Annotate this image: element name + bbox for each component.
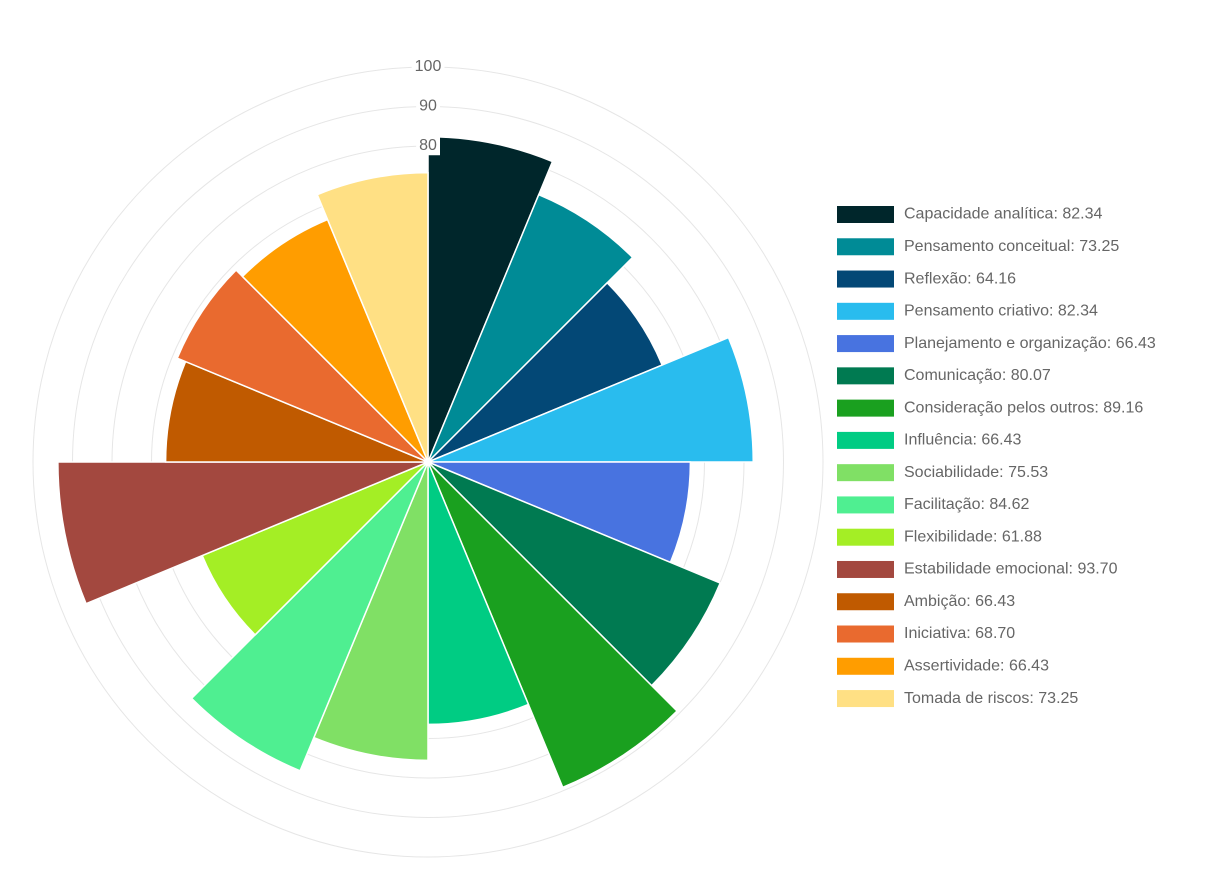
legend-swatch bbox=[837, 560, 894, 578]
radial-ticks: 80 90 100 bbox=[411, 57, 445, 156]
legend-label: Ambição: 66.43 bbox=[904, 593, 1015, 610]
legend-label: Capacidade analítica: 82.34 bbox=[904, 206, 1102, 223]
segment-11[interactable] bbox=[57, 461, 429, 605]
legend-label: Pensamento criativo: 82.34 bbox=[904, 303, 1098, 320]
legend-swatch bbox=[837, 496, 894, 514]
segment-13[interactable] bbox=[176, 269, 429, 463]
tick-label-backdrop bbox=[416, 96, 440, 116]
tick-label-backdrop bbox=[416, 136, 440, 156]
legend-item-7[interactable]: Influência: 66.43 bbox=[837, 432, 1022, 449]
legend-item-8[interactable]: Sociabilidade: 75.53 bbox=[837, 464, 1048, 482]
legend-label: Estabilidade emocional: 93.70 bbox=[904, 561, 1118, 578]
legend-label: Influência: 66.43 bbox=[904, 432, 1022, 449]
segment-9[interactable] bbox=[190, 461, 429, 772]
legend-label: Tomada de riscos: 73.25 bbox=[904, 690, 1078, 707]
legend-item-6[interactable]: Consideração pelos outros: 89.16 bbox=[837, 399, 1143, 417]
legend-swatch bbox=[837, 367, 894, 385]
tick-label-100: 100 bbox=[415, 58, 442, 75]
legend-swatch bbox=[837, 625, 894, 643]
segment-6[interactable] bbox=[427, 461, 679, 789]
legend-label: Iniciativa: 68.70 bbox=[904, 625, 1015, 642]
legend-item-2[interactable]: Reflexão: 64.16 bbox=[837, 270, 1016, 288]
segment-5[interactable] bbox=[427, 461, 722, 687]
tick-label-80: 80 bbox=[419, 137, 437, 154]
legend-label: Flexibilidade: 61.88 bbox=[904, 528, 1042, 545]
legend-label: Pensamento conceitual: 73.25 bbox=[904, 238, 1119, 255]
legend-item-4[interactable]: Planejamento e organização: 66.43 bbox=[837, 335, 1156, 353]
legend-item-12[interactable]: Ambição: 66.43 bbox=[837, 593, 1015, 611]
tick-label-backdrop bbox=[411, 57, 445, 77]
legend-swatch bbox=[837, 335, 894, 353]
legend-swatch bbox=[837, 399, 894, 417]
legend-swatch bbox=[837, 270, 894, 288]
legend-label: Sociabilidade: 75.53 bbox=[904, 464, 1048, 481]
legend-item-9[interactable]: Facilitação: 84.62 bbox=[837, 496, 1030, 514]
legend-item-5[interactable]: Comunicação: 80.07 bbox=[837, 367, 1051, 385]
legend-swatch bbox=[837, 528, 894, 546]
segment-3[interactable] bbox=[427, 336, 754, 463]
legend-item-13[interactable]: Iniciativa: 68.70 bbox=[837, 625, 1015, 643]
segment-1[interactable] bbox=[427, 193, 634, 463]
legend: Capacidade analítica: 82.34 Pensamento co… bbox=[837, 206, 1156, 708]
segment-8[interactable] bbox=[312, 461, 429, 762]
legend-swatch bbox=[837, 302, 894, 320]
legend-item-10[interactable]: Flexibilidade: 61.88 bbox=[837, 528, 1042, 546]
legend-swatch bbox=[837, 657, 894, 675]
legend-item-11[interactable]: Estabilidade emocional: 93.70 bbox=[837, 561, 1118, 578]
legend-swatch bbox=[837, 593, 894, 611]
legend-label: Assertividade: 66.43 bbox=[904, 657, 1049, 674]
legend-swatch bbox=[837, 464, 894, 482]
legend-item-0[interactable]: Capacidade analítica: 82.34 bbox=[837, 206, 1102, 223]
legend-swatch bbox=[837, 690, 894, 708]
segments bbox=[57, 136, 754, 789]
legend-label: Planejamento e organização: 66.43 bbox=[904, 335, 1156, 352]
legend-label: Facilitação: 84.62 bbox=[904, 496, 1030, 513]
legend-swatch bbox=[837, 206, 894, 223]
legend-item-15[interactable]: Tomada de riscos: 73.25 bbox=[837, 690, 1078, 708]
legend-item-1[interactable]: Pensamento conceitual: 73.25 bbox=[837, 238, 1119, 256]
legend-label: Comunicação: 80.07 bbox=[904, 367, 1051, 384]
legend-swatch bbox=[837, 431, 894, 449]
legend-item-14[interactable]: Assertividade: 66.43 bbox=[837, 657, 1049, 675]
legend-swatch bbox=[837, 238, 894, 256]
tick-label-90: 90 bbox=[419, 98, 437, 115]
legend-label: Reflexão: 64.16 bbox=[904, 270, 1016, 287]
legend-label: Consideração pelos outros: 89.16 bbox=[904, 399, 1143, 416]
legend-item-3[interactable]: Pensamento criativo: 82.34 bbox=[837, 303, 1098, 320]
segment-15[interactable] bbox=[316, 171, 429, 463]
